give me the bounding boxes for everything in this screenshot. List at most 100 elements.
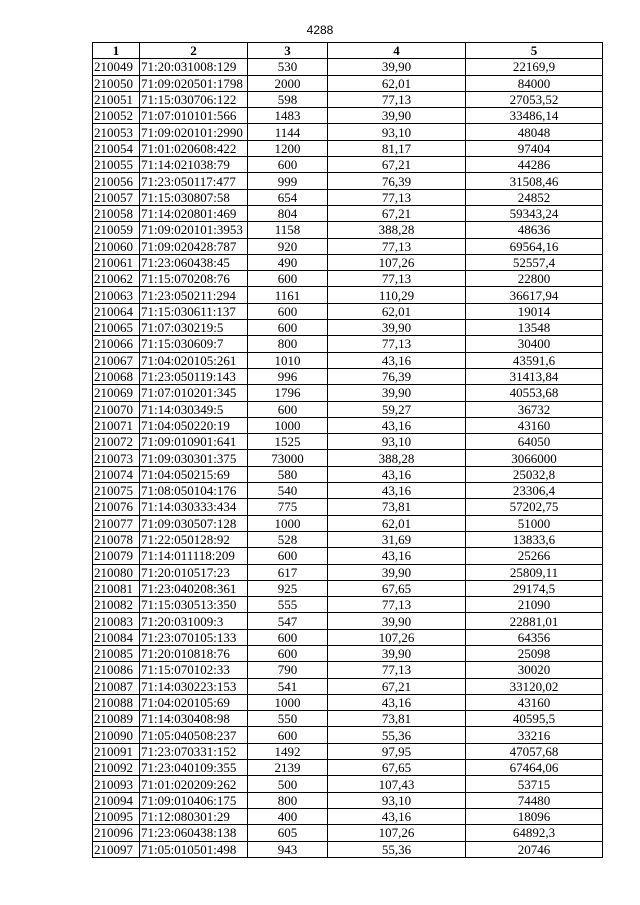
row-number-cell: 210051 bbox=[92, 90, 140, 109]
table-row: 210054 71:01:020608:422 1200 81,17 97404 bbox=[92, 139, 603, 158]
value-cell: 36732 bbox=[465, 400, 603, 418]
area-cell: 600 bbox=[247, 726, 328, 744]
rate-cell: 55,36 bbox=[327, 840, 466, 858]
table-row: 210061 71:23:060438:45 490 107,26 52557,4 bbox=[92, 253, 603, 272]
table-row: 210056 71:23:050117:477 999 76,39 31508,46 bbox=[92, 172, 603, 190]
value-cell: 24852 bbox=[465, 188, 603, 206]
area-cell: 555 bbox=[247, 596, 328, 614]
rate-cell: 77,13 bbox=[327, 661, 466, 679]
cadastral-number-cell: 71:23:050211:294 bbox=[139, 286, 248, 304]
rate-cell: 39,90 bbox=[327, 107, 466, 125]
value-cell: 20746 bbox=[465, 840, 603, 858]
row-number-cell: 210091 bbox=[92, 742, 140, 761]
table-row: 210082 71:15:030513:350 555 77,13 21090 bbox=[92, 596, 603, 614]
value-cell: 23306,4 bbox=[465, 482, 603, 500]
rate-cell: 39,90 bbox=[327, 612, 466, 630]
value-cell: 57202,75 bbox=[465, 498, 603, 516]
value-cell: 44286 bbox=[465, 156, 603, 174]
area-cell: 800 bbox=[247, 791, 328, 809]
value-cell: 3066000 bbox=[465, 449, 603, 467]
cadastral-number-cell: 71:15:070102:33 bbox=[139, 661, 248, 679]
cadastral-number-cell: 71:07:010201:345 bbox=[139, 384, 248, 402]
area-cell: 600 bbox=[247, 156, 328, 174]
area-cell: 1000 bbox=[247, 416, 328, 435]
rate-cell: 55,36 bbox=[327, 726, 466, 744]
table-row: 210050 71:09:020501:1798 2000 62,01 84000 bbox=[92, 74, 603, 92]
table-row: 210089 71:14:030408:98 550 73,81 40595,5 bbox=[92, 710, 603, 728]
rate-cell: 97,95 bbox=[327, 742, 466, 761]
row-number-cell: 210061 bbox=[92, 253, 140, 272]
cadastral-number-cell: 71:20:031009:3 bbox=[139, 612, 248, 630]
cadastral-number-cell: 71:09:010901:641 bbox=[139, 433, 248, 451]
table-row: 210076 71:14:030333:434 775 73,81 57202,75 bbox=[92, 498, 603, 516]
area-cell: 547 bbox=[247, 612, 328, 630]
cadastral-number-cell: 71:04:020105:69 bbox=[139, 693, 248, 712]
row-number-cell: 210075 bbox=[92, 482, 140, 500]
table-row: 210057 71:15:030807:58 654 77,13 24852 bbox=[92, 188, 603, 206]
cadastral-number-cell: 71:23:070331:152 bbox=[139, 742, 248, 761]
rate-cell: 81,17 bbox=[327, 139, 466, 158]
value-cell: 27053,52 bbox=[465, 90, 603, 109]
cadastral-number-cell: 71:04:050220:19 bbox=[139, 416, 248, 435]
area-cell: 600 bbox=[247, 400, 328, 418]
table-row: 210087 71:14:030223:153 541 67,21 33120,02 bbox=[92, 677, 603, 695]
area-cell: 617 bbox=[247, 563, 328, 581]
rate-cell: 93,10 bbox=[327, 123, 466, 141]
row-number-cell: 210078 bbox=[92, 530, 140, 549]
cadastral-number-cell: 71:04:050215:69 bbox=[139, 465, 248, 484]
row-number-cell: 210092 bbox=[92, 759, 140, 777]
rate-cell: 43,16 bbox=[327, 547, 466, 565]
area-cell: 800 bbox=[247, 335, 328, 353]
area-cell: 1000 bbox=[247, 514, 328, 532]
rate-cell: 107,43 bbox=[327, 775, 466, 793]
value-cell: 22169,9 bbox=[465, 58, 603, 76]
table-row: 210075 71:08:050104:176 540 43,16 23306,4 bbox=[92, 482, 603, 500]
rate-cell: 59,27 bbox=[327, 400, 466, 418]
cadastral-number-cell: 71:23:070105:133 bbox=[139, 628, 248, 646]
area-cell: 1010 bbox=[247, 351, 328, 369]
area-cell: 500 bbox=[247, 775, 328, 793]
table-row: 210081 71:23:040208:361 925 67,65 29174,5 bbox=[92, 579, 603, 598]
rate-cell: 43,16 bbox=[327, 482, 466, 500]
table-row: 210051 71:15:030706:122 598 77,13 27053,52 bbox=[92, 90, 603, 109]
rate-cell: 107,26 bbox=[327, 628, 466, 646]
area-cell: 73000 bbox=[247, 449, 328, 467]
cadastral-number-cell: 71:01:020209:262 bbox=[139, 775, 248, 793]
row-number-cell: 210096 bbox=[92, 824, 140, 842]
area-cell: 996 bbox=[247, 367, 328, 386]
cadastral-number-cell: 71:08:050104:176 bbox=[139, 482, 248, 500]
value-cell: 59343,24 bbox=[465, 204, 603, 223]
row-number-cell: 210070 bbox=[92, 400, 140, 418]
rate-cell: 43,16 bbox=[327, 465, 466, 484]
table-row: 210094 71:09:010406:175 800 93,10 74480 bbox=[92, 791, 603, 809]
rate-cell: 73,81 bbox=[327, 498, 466, 516]
row-number-cell: 210057 bbox=[92, 188, 140, 206]
area-cell: 1483 bbox=[247, 107, 328, 125]
page-number: 4288 bbox=[306, 23, 334, 37]
area-cell: 598 bbox=[247, 90, 328, 109]
rate-cell: 76,39 bbox=[327, 172, 466, 190]
row-number-cell: 210058 bbox=[92, 204, 140, 223]
area-cell: 541 bbox=[247, 677, 328, 695]
rate-cell: 77,13 bbox=[327, 90, 466, 109]
cadastral-number-cell: 71:15:070208:76 bbox=[139, 270, 248, 288]
area-cell: 400 bbox=[247, 807, 328, 826]
table-row: 210086 71:15:070102:33 790 77,13 30020 bbox=[92, 661, 603, 679]
area-cell: 600 bbox=[247, 270, 328, 288]
cadastral-number-cell: 71:23:060438:138 bbox=[139, 824, 248, 842]
rate-cell: 93,10 bbox=[327, 433, 466, 451]
row-number-cell: 210052 bbox=[92, 107, 140, 125]
rate-cell: 67,65 bbox=[327, 579, 466, 598]
cadastral-number-cell: 71:22:050128:92 bbox=[139, 530, 248, 549]
row-number-cell: 210088 bbox=[92, 693, 140, 712]
cadastral-number-cell: 71:14:030223:153 bbox=[139, 677, 248, 695]
table-row: 210065 71:07:030219:5 600 39,90 13548 bbox=[92, 319, 603, 337]
table-row: 210091 71:23:070331:152 1492 97,95 47057,68 bbox=[92, 742, 603, 761]
row-number-cell: 210056 bbox=[92, 172, 140, 190]
table-row: 210068 71:23:050119:143 996 76,39 31413,84 bbox=[92, 367, 603, 386]
value-cell: 51000 bbox=[465, 514, 603, 532]
value-cell: 29174,5 bbox=[465, 579, 603, 598]
table-row: 210072 71:09:010901:641 1525 93,10 64050 bbox=[92, 433, 603, 451]
cadastral-number-cell: 71:20:010517:23 bbox=[139, 563, 248, 581]
table-row: 210074 71:04:050215:69 580 43,16 25032,8 bbox=[92, 465, 603, 484]
